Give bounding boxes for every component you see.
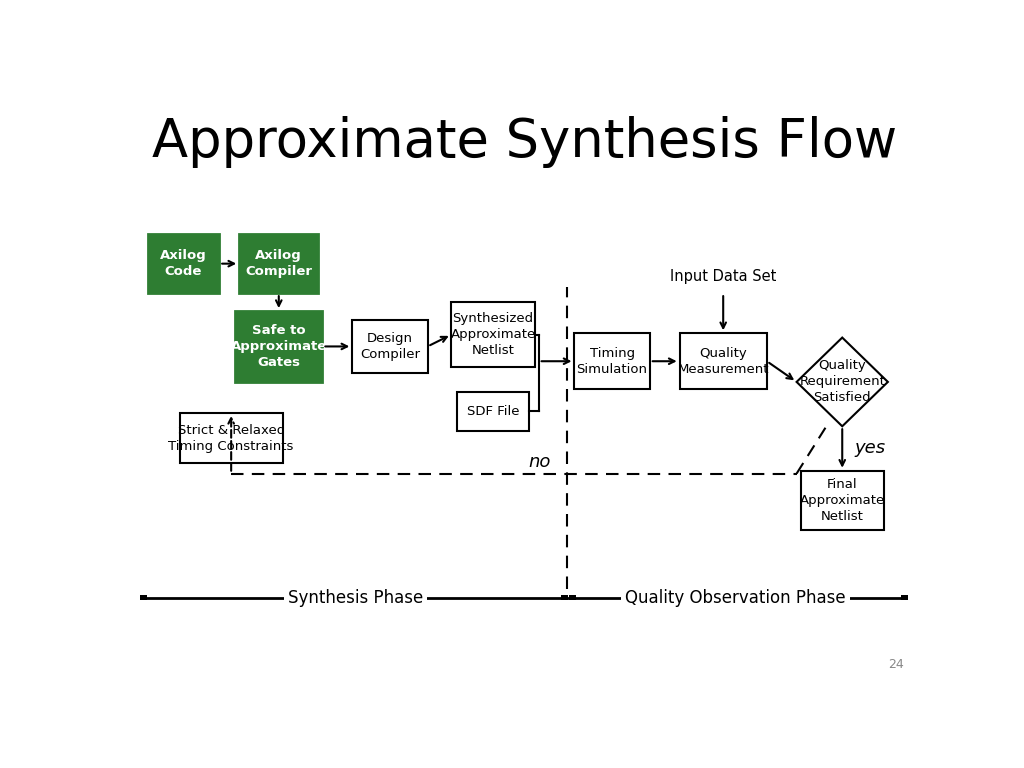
Text: Approximate Synthesis Flow: Approximate Synthesis Flow [152, 116, 897, 168]
Text: Axilog
Code: Axilog Code [160, 249, 207, 278]
Text: yes: yes [854, 439, 886, 458]
Bar [900, 595, 907, 601]
Text: SDF File: SDF File [467, 405, 519, 418]
Text: 24: 24 [889, 657, 904, 670]
FancyBboxPatch shape [574, 333, 650, 389]
Text: Safe to
Approximate
Gates: Safe to Approximate Gates [230, 324, 327, 369]
Text: Final
Approximate
Netlist: Final Approximate Netlist [800, 478, 885, 523]
FancyBboxPatch shape [240, 234, 318, 293]
Bar [569, 595, 577, 601]
Text: Synthesized
Approximate
Netlist: Synthesized Approximate Netlist [451, 312, 536, 357]
Text: no: no [528, 452, 551, 471]
Text: Design
Compiler: Design Compiler [359, 332, 420, 361]
FancyBboxPatch shape [452, 302, 535, 367]
Text: Quality Observation Phase: Quality Observation Phase [626, 589, 846, 607]
FancyBboxPatch shape [801, 471, 884, 530]
FancyBboxPatch shape [458, 392, 528, 431]
Bar [561, 595, 568, 601]
Text: Input Data Set: Input Data Set [670, 270, 776, 284]
Polygon shape [797, 338, 888, 426]
FancyBboxPatch shape [147, 234, 219, 293]
Bar [140, 595, 147, 601]
Text: Quality
Measurement: Quality Measurement [678, 346, 769, 376]
FancyBboxPatch shape [179, 413, 283, 463]
Text: Quality
Requirement
Satisfied: Quality Requirement Satisfied [800, 359, 885, 405]
Text: Synthesis Phase: Synthesis Phase [288, 589, 423, 607]
Text: Timing
Simulation: Timing Simulation [577, 346, 647, 376]
Text: Axilog
Compiler: Axilog Compiler [246, 249, 312, 278]
Text: Strict & Relaxed
Timing Constraints: Strict & Relaxed Timing Constraints [169, 424, 294, 452]
FancyBboxPatch shape [236, 311, 323, 382]
FancyBboxPatch shape [352, 319, 428, 373]
FancyBboxPatch shape [680, 333, 767, 389]
